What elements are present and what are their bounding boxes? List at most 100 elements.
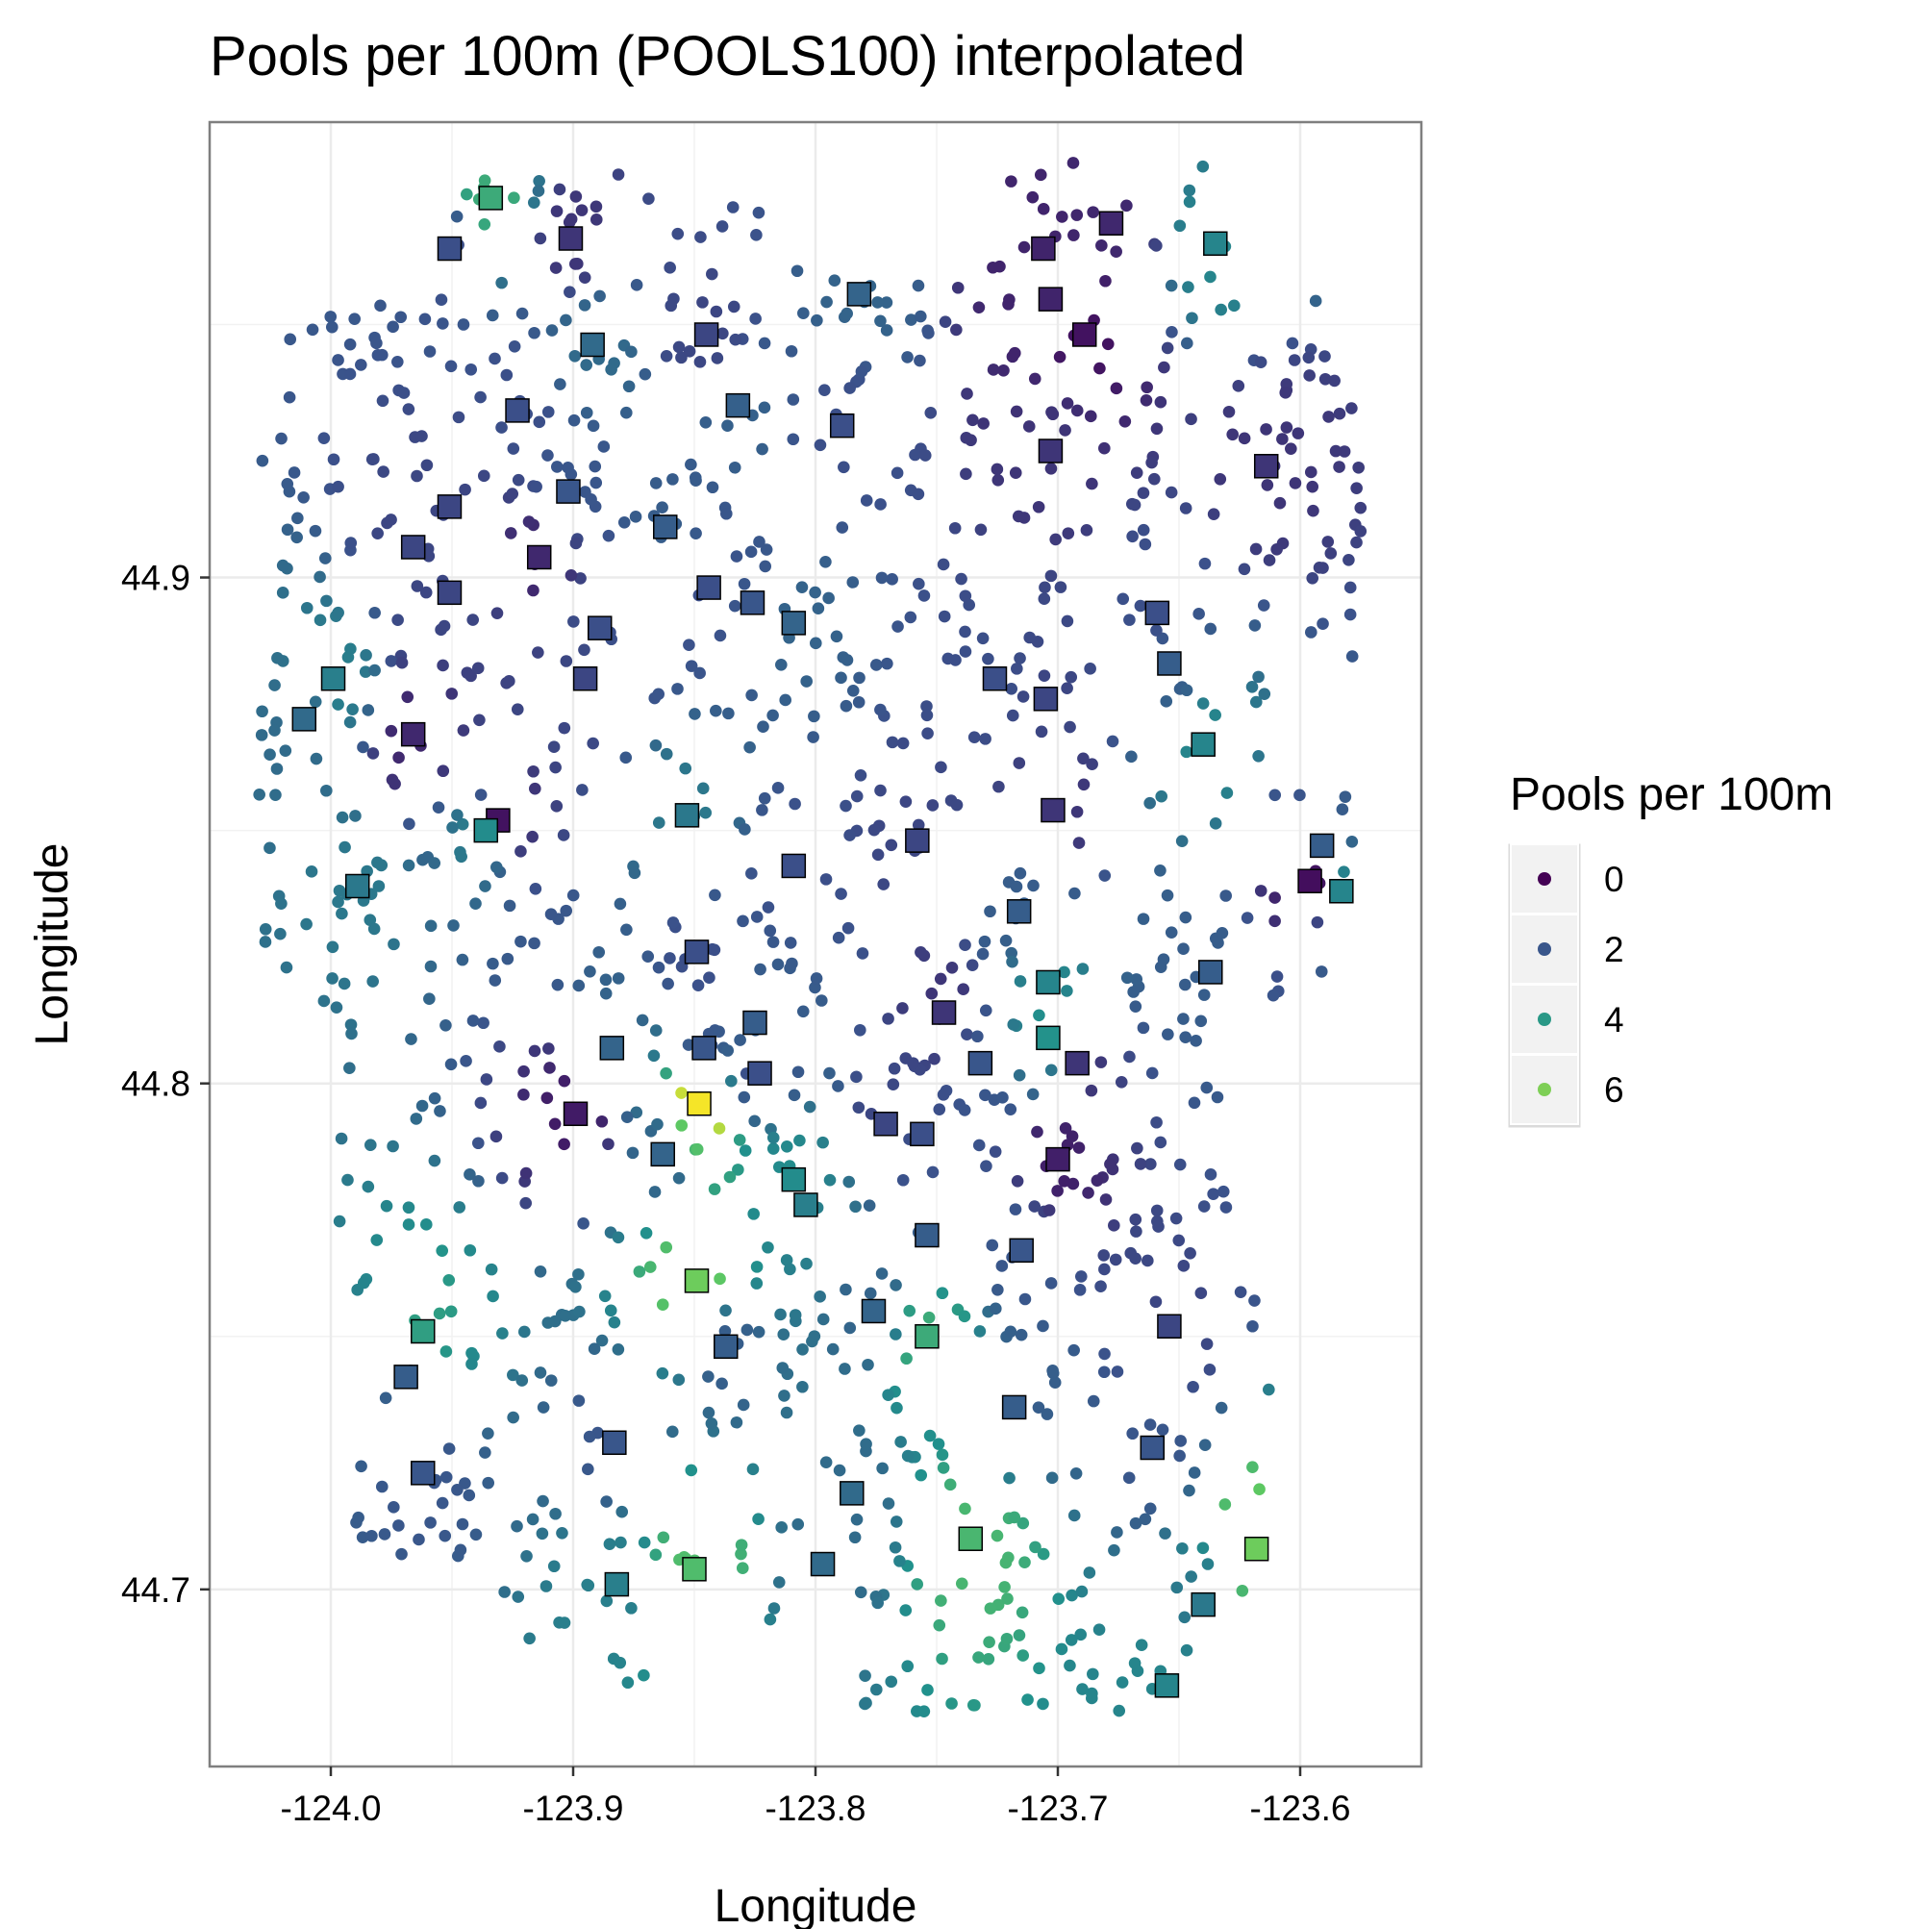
data-point (558, 1138, 570, 1151)
data-point (503, 899, 516, 913)
data-point (493, 1040, 506, 1053)
data-point (705, 1417, 718, 1430)
x-tick-label: -123.9 (523, 1789, 624, 1828)
data-point (936, 1448, 949, 1462)
data-point (926, 799, 940, 812)
data-point (1317, 617, 1329, 631)
data-point (928, 1052, 941, 1065)
data-point (791, 1065, 805, 1079)
data-point (612, 972, 625, 985)
data-point (649, 477, 663, 489)
data-point (1051, 1185, 1064, 1197)
data-point (979, 1004, 992, 1017)
data-point (925, 987, 939, 1000)
data-point (815, 994, 828, 1007)
data-point (1143, 796, 1156, 810)
data-point (1137, 913, 1150, 925)
data-point (694, 231, 707, 243)
data-point (1169, 1212, 1183, 1225)
data-point (557, 829, 570, 841)
data-point (391, 614, 404, 627)
data-point (874, 498, 887, 511)
data-point (541, 1316, 555, 1329)
data-point (1185, 1570, 1197, 1583)
data-point (1252, 670, 1265, 684)
data-point (779, 693, 791, 707)
data-point (656, 1298, 669, 1312)
data-point (1200, 1081, 1214, 1094)
data-point (1006, 955, 1018, 968)
data-point (1127, 986, 1140, 998)
data-point (389, 777, 401, 790)
observed-site-marker (829, 413, 855, 438)
data-point (745, 689, 758, 702)
data-point (482, 1476, 494, 1490)
y-tick-label: 44.8 (121, 1065, 190, 1104)
data-point (722, 707, 735, 720)
data-point (482, 1427, 494, 1440)
data-point (1027, 879, 1040, 892)
data-point (1184, 1246, 1196, 1260)
observed-site-marker (1144, 600, 1170, 626)
data-point (997, 363, 1010, 377)
data-point (1059, 424, 1071, 437)
data-point (1094, 1280, 1107, 1293)
data-point (672, 340, 686, 354)
data-point (762, 1240, 774, 1254)
data-point (937, 1089, 950, 1101)
data-point (1061, 985, 1073, 997)
data-point (580, 359, 593, 371)
data-point (966, 1698, 980, 1712)
data-point (1179, 1031, 1192, 1043)
data-point (387, 320, 399, 334)
observed-site-marker (1140, 1435, 1166, 1461)
data-point (1135, 1639, 1148, 1652)
data-point (744, 545, 758, 559)
data-point (1311, 915, 1324, 929)
data-point (880, 324, 893, 337)
data-point (565, 213, 578, 226)
data-point (933, 1103, 946, 1115)
data-point (1352, 461, 1365, 474)
legend-label: 2 (1604, 930, 1624, 969)
data-point (721, 419, 734, 433)
data-point (1200, 1338, 1214, 1350)
data-point (1315, 965, 1328, 978)
data-point (566, 889, 580, 902)
data-point (672, 1373, 686, 1387)
data-point (469, 1528, 483, 1541)
legend-key-swatch (1538, 872, 1551, 886)
data-point (728, 461, 741, 474)
data-point (1064, 720, 1076, 734)
observed-site-marker (931, 1000, 957, 1025)
data-point (529, 883, 542, 895)
data-point (550, 205, 564, 217)
data-point (926, 1165, 940, 1179)
data-point (256, 454, 269, 467)
data-point (496, 1327, 509, 1340)
data-point (727, 300, 740, 313)
data-point (972, 1139, 986, 1152)
data-point (392, 1519, 405, 1532)
observed-site-marker (473, 817, 499, 843)
data-point (1143, 1502, 1157, 1516)
data-point (1052, 1592, 1066, 1605)
data-point (836, 521, 849, 534)
data-point (889, 1541, 902, 1554)
data-point (1070, 209, 1084, 221)
data-point (639, 367, 652, 381)
data-point (959, 939, 971, 952)
data-point (818, 384, 831, 396)
data-point (1045, 1471, 1059, 1485)
data-point (683, 639, 695, 652)
data-point (920, 700, 933, 713)
observed-site-marker (437, 580, 463, 606)
data-point (297, 490, 310, 504)
data-point (1055, 1642, 1068, 1656)
observed-site-marker (742, 1010, 767, 1036)
data-point (1161, 341, 1174, 355)
observed-site-marker (781, 853, 807, 879)
data-point (435, 293, 448, 307)
data-point (1072, 837, 1086, 849)
data-point (1238, 432, 1251, 445)
